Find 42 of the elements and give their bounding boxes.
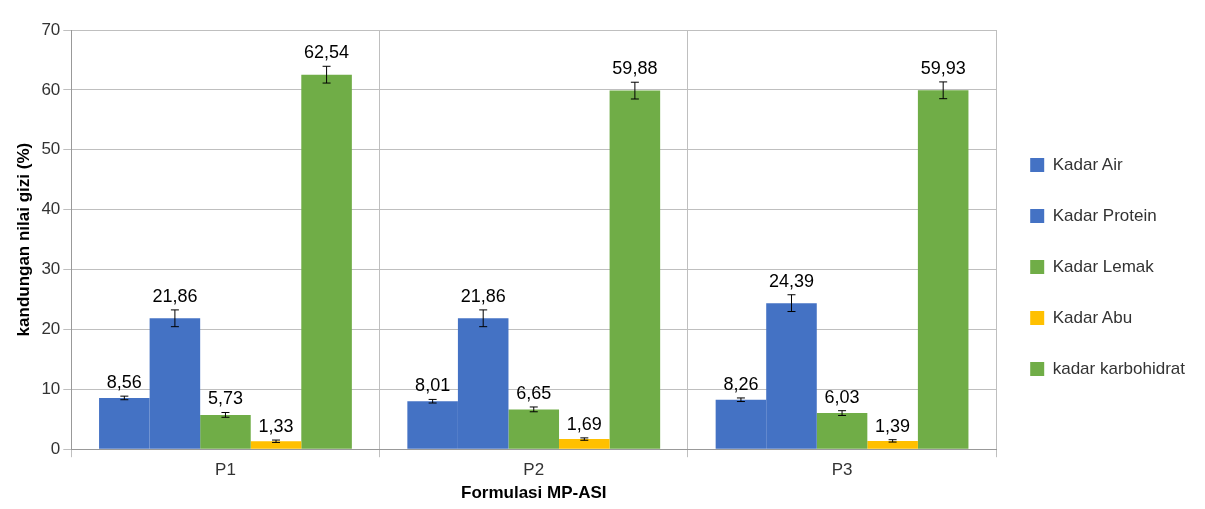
bar	[867, 440, 918, 449]
data-label: 1,39	[875, 415, 911, 436]
data-label: 62,54	[304, 42, 350, 63]
bar	[250, 441, 302, 449]
y-tick-label: 50	[41, 139, 61, 159]
bar	[816, 413, 868, 449]
data-label: 8,56	[106, 372, 142, 393]
bar	[559, 439, 610, 449]
y-tick-label: 70	[41, 19, 61, 39]
legend-label: Kadar Protein	[1052, 205, 1157, 225]
data-label: 59,88	[612, 58, 658, 79]
legend-label: kadar karbohidrat	[1052, 358, 1186, 378]
bar	[301, 74, 352, 449]
y-axis-title: kandungan nilai gizi (%)	[13, 142, 33, 337]
data-label: 59,93	[920, 57, 966, 78]
data-label: 1,33	[258, 416, 294, 437]
legend-label: Kadar Air	[1052, 154, 1123, 174]
data-label: 5,73	[207, 388, 243, 409]
x-tick-label: P1	[215, 460, 236, 480]
y-tick-label: 20	[41, 319, 61, 339]
data-label: 8,26	[723, 373, 759, 394]
data-label: 24,39	[768, 270, 815, 291]
data-label: 6,65	[516, 382, 552, 403]
y-tick-label: 60	[41, 79, 61, 99]
bar	[917, 90, 969, 449]
data-label: 6,03	[824, 386, 860, 407]
x-axis-title: Formulasi MP-ASI	[461, 483, 607, 503]
x-tick-label: P2	[523, 460, 545, 480]
y-tick-label: 0	[50, 438, 61, 458]
bar	[200, 414, 251, 449]
bar	[609, 90, 661, 449]
y-tick-label: 10	[41, 379, 61, 398]
bar	[508, 409, 560, 449]
y-tick-label: 40	[41, 199, 61, 219]
legend-label: Kadar Lemak	[1052, 256, 1155, 276]
data-label: 8,01	[415, 375, 451, 396]
y-tick-label: 30	[41, 259, 61, 279]
legend-label: Kadar Abu	[1052, 307, 1133, 327]
x-tick-label: P3	[831, 460, 853, 480]
data-label: 21,86	[460, 285, 506, 306]
data-label: 21,86	[152, 285, 198, 306]
data-label: 1,69	[566, 413, 602, 434]
